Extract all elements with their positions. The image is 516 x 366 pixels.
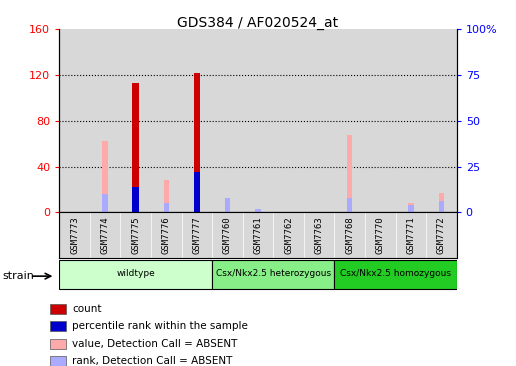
Bar xyxy=(224,198,230,212)
Text: rank, Detection Call = ABSENT: rank, Detection Call = ABSENT xyxy=(72,356,233,366)
Text: percentile rank within the sample: percentile rank within the sample xyxy=(72,321,248,331)
Bar xyxy=(103,141,108,212)
Text: GSM7770: GSM7770 xyxy=(376,216,385,254)
Text: Csx/Nkx2.5 heterozygous: Csx/Nkx2.5 heterozygous xyxy=(216,269,331,278)
Text: GSM7771: GSM7771 xyxy=(406,216,415,254)
Text: GSM7762: GSM7762 xyxy=(284,216,293,254)
Text: GDS384 / AF020524_at: GDS384 / AF020524_at xyxy=(178,16,338,30)
Bar xyxy=(224,198,230,212)
Bar xyxy=(103,194,108,212)
Bar xyxy=(51,304,66,314)
Text: GSM7775: GSM7775 xyxy=(131,216,140,254)
Bar xyxy=(194,172,200,212)
Bar xyxy=(439,201,444,212)
FancyBboxPatch shape xyxy=(212,260,334,289)
Bar xyxy=(164,203,169,212)
Bar xyxy=(439,193,444,212)
Bar xyxy=(255,210,261,212)
FancyBboxPatch shape xyxy=(334,260,457,289)
Bar xyxy=(347,134,352,212)
Bar xyxy=(408,203,413,212)
Text: GSM7760: GSM7760 xyxy=(223,216,232,254)
Bar xyxy=(51,321,66,331)
Text: GSM7776: GSM7776 xyxy=(162,216,171,254)
Bar xyxy=(194,73,200,212)
FancyBboxPatch shape xyxy=(59,260,212,289)
Text: wildtype: wildtype xyxy=(117,269,155,278)
Text: GSM7761: GSM7761 xyxy=(253,216,263,254)
Bar xyxy=(133,187,139,212)
Bar xyxy=(51,356,66,366)
Text: value, Detection Call = ABSENT: value, Detection Call = ABSENT xyxy=(72,339,237,349)
Bar xyxy=(408,205,413,212)
Bar xyxy=(51,339,66,348)
Text: GSM7772: GSM7772 xyxy=(437,216,446,254)
Text: Csx/Nkx2.5 homozygous: Csx/Nkx2.5 homozygous xyxy=(340,269,451,278)
Text: GSM7773: GSM7773 xyxy=(70,216,79,254)
Text: GSM7763: GSM7763 xyxy=(315,216,324,254)
Bar xyxy=(164,180,169,212)
Text: count: count xyxy=(72,304,102,314)
Bar xyxy=(133,83,139,212)
Text: GSM7774: GSM7774 xyxy=(101,216,110,254)
Text: GSM7768: GSM7768 xyxy=(345,216,354,254)
Text: strain: strain xyxy=(3,271,35,281)
Bar xyxy=(347,198,352,212)
Text: GSM7777: GSM7777 xyxy=(192,216,201,254)
Bar xyxy=(255,209,261,212)
